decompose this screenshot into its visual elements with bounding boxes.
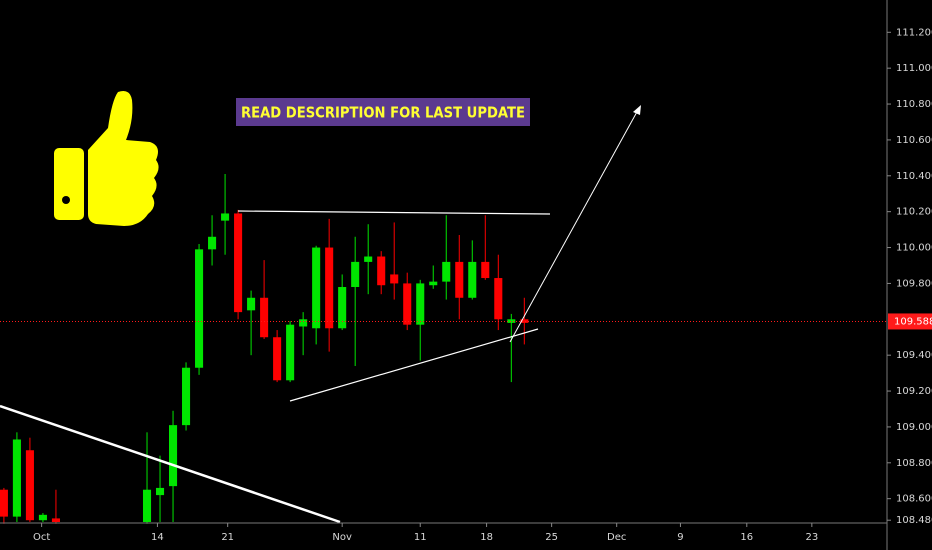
x-tick-label: Oct <box>33 532 50 543</box>
y-tick-label: 109.400 <box>896 350 932 361</box>
y-tick-label: 108.600 <box>896 494 932 505</box>
candle-body <box>51 518 60 522</box>
y-tick-label: 109.800 <box>896 278 932 289</box>
candle-body <box>442 261 451 282</box>
arrow-head <box>633 105 641 115</box>
y-tick-label: 110.800 <box>896 99 932 110</box>
last-price-box <box>888 313 932 330</box>
x-tick-label: 16 <box>740 532 753 543</box>
banner <box>236 98 530 126</box>
x-tick-label: 11 <box>414 532 427 543</box>
candle-body <box>0 489 8 517</box>
candle-body <box>338 287 347 329</box>
candle-body <box>494 278 503 320</box>
y-tick-label: 109.000 <box>896 422 932 433</box>
y-tick-label: 108.480 <box>896 515 932 526</box>
candle-body <box>390 274 399 284</box>
candle-body <box>455 261 464 298</box>
candle-body <box>416 283 425 325</box>
candle-body <box>273 337 282 381</box>
candle-body <box>195 249 204 368</box>
candle-body <box>286 324 295 381</box>
candle-body <box>25 450 34 521</box>
candle-body <box>351 261 360 288</box>
y-tick-label: 111.200 <box>896 27 932 38</box>
candle-body <box>299 319 308 327</box>
candle-body <box>377 256 386 286</box>
y-tick-label: 108.800 <box>896 458 932 469</box>
candle-body <box>325 247 334 329</box>
candle-body <box>221 213 230 221</box>
y-tick-label: 111.000 <box>896 63 932 74</box>
candle-body <box>155 487 165 496</box>
x-tick-label: Dec <box>607 532 626 543</box>
banner-text: READ DESCRIPTION FOR LAST UPDATE <box>241 104 525 122</box>
x-tick-label: 14 <box>151 532 164 543</box>
trendline <box>289 328 539 402</box>
x-tick-label: 9 <box>677 532 683 543</box>
y-tick-label: 110.000 <box>896 243 932 254</box>
x-tick-label: 23 <box>805 532 818 543</box>
candle-body <box>247 297 256 311</box>
y-tick-label: 110.600 <box>896 135 932 146</box>
last-price-label: 109.588 <box>894 316 932 327</box>
candle-body <box>234 213 243 313</box>
x-tick-label: Nov <box>332 532 352 543</box>
thumbs-up-icon <box>54 91 159 226</box>
candle-body <box>468 261 477 298</box>
candle-body <box>208 236 217 250</box>
arrow <box>509 109 639 343</box>
axes: 111.200 111.000 110.800 110.600 110.400 110.2… <box>33 27 932 543</box>
candle-body <box>38 514 47 521</box>
candle-body <box>403 283 412 325</box>
candle-body <box>481 261 490 279</box>
y-tick-label: 109.200 <box>896 386 932 397</box>
candle-body <box>507 319 516 323</box>
candle-body <box>12 439 21 517</box>
y-tick-label: 110.400 <box>896 171 932 182</box>
y-tick-label: 110.200 <box>896 207 932 218</box>
x-tick-label: 21 <box>221 532 234 543</box>
candle-body <box>429 281 438 286</box>
candle-body <box>312 247 321 329</box>
candle-body <box>182 367 191 426</box>
candle-body <box>520 319 529 323</box>
candle-body <box>142 489 152 522</box>
trendline <box>237 210 551 215</box>
candle-body <box>260 297 269 338</box>
x-tick-label: 25 <box>545 532 558 543</box>
candle-body <box>364 256 373 262</box>
x-tick-label: 18 <box>480 532 493 543</box>
plot-area <box>0 174 886 524</box>
trendline <box>0 404 341 524</box>
candle-body <box>169 425 178 487</box>
